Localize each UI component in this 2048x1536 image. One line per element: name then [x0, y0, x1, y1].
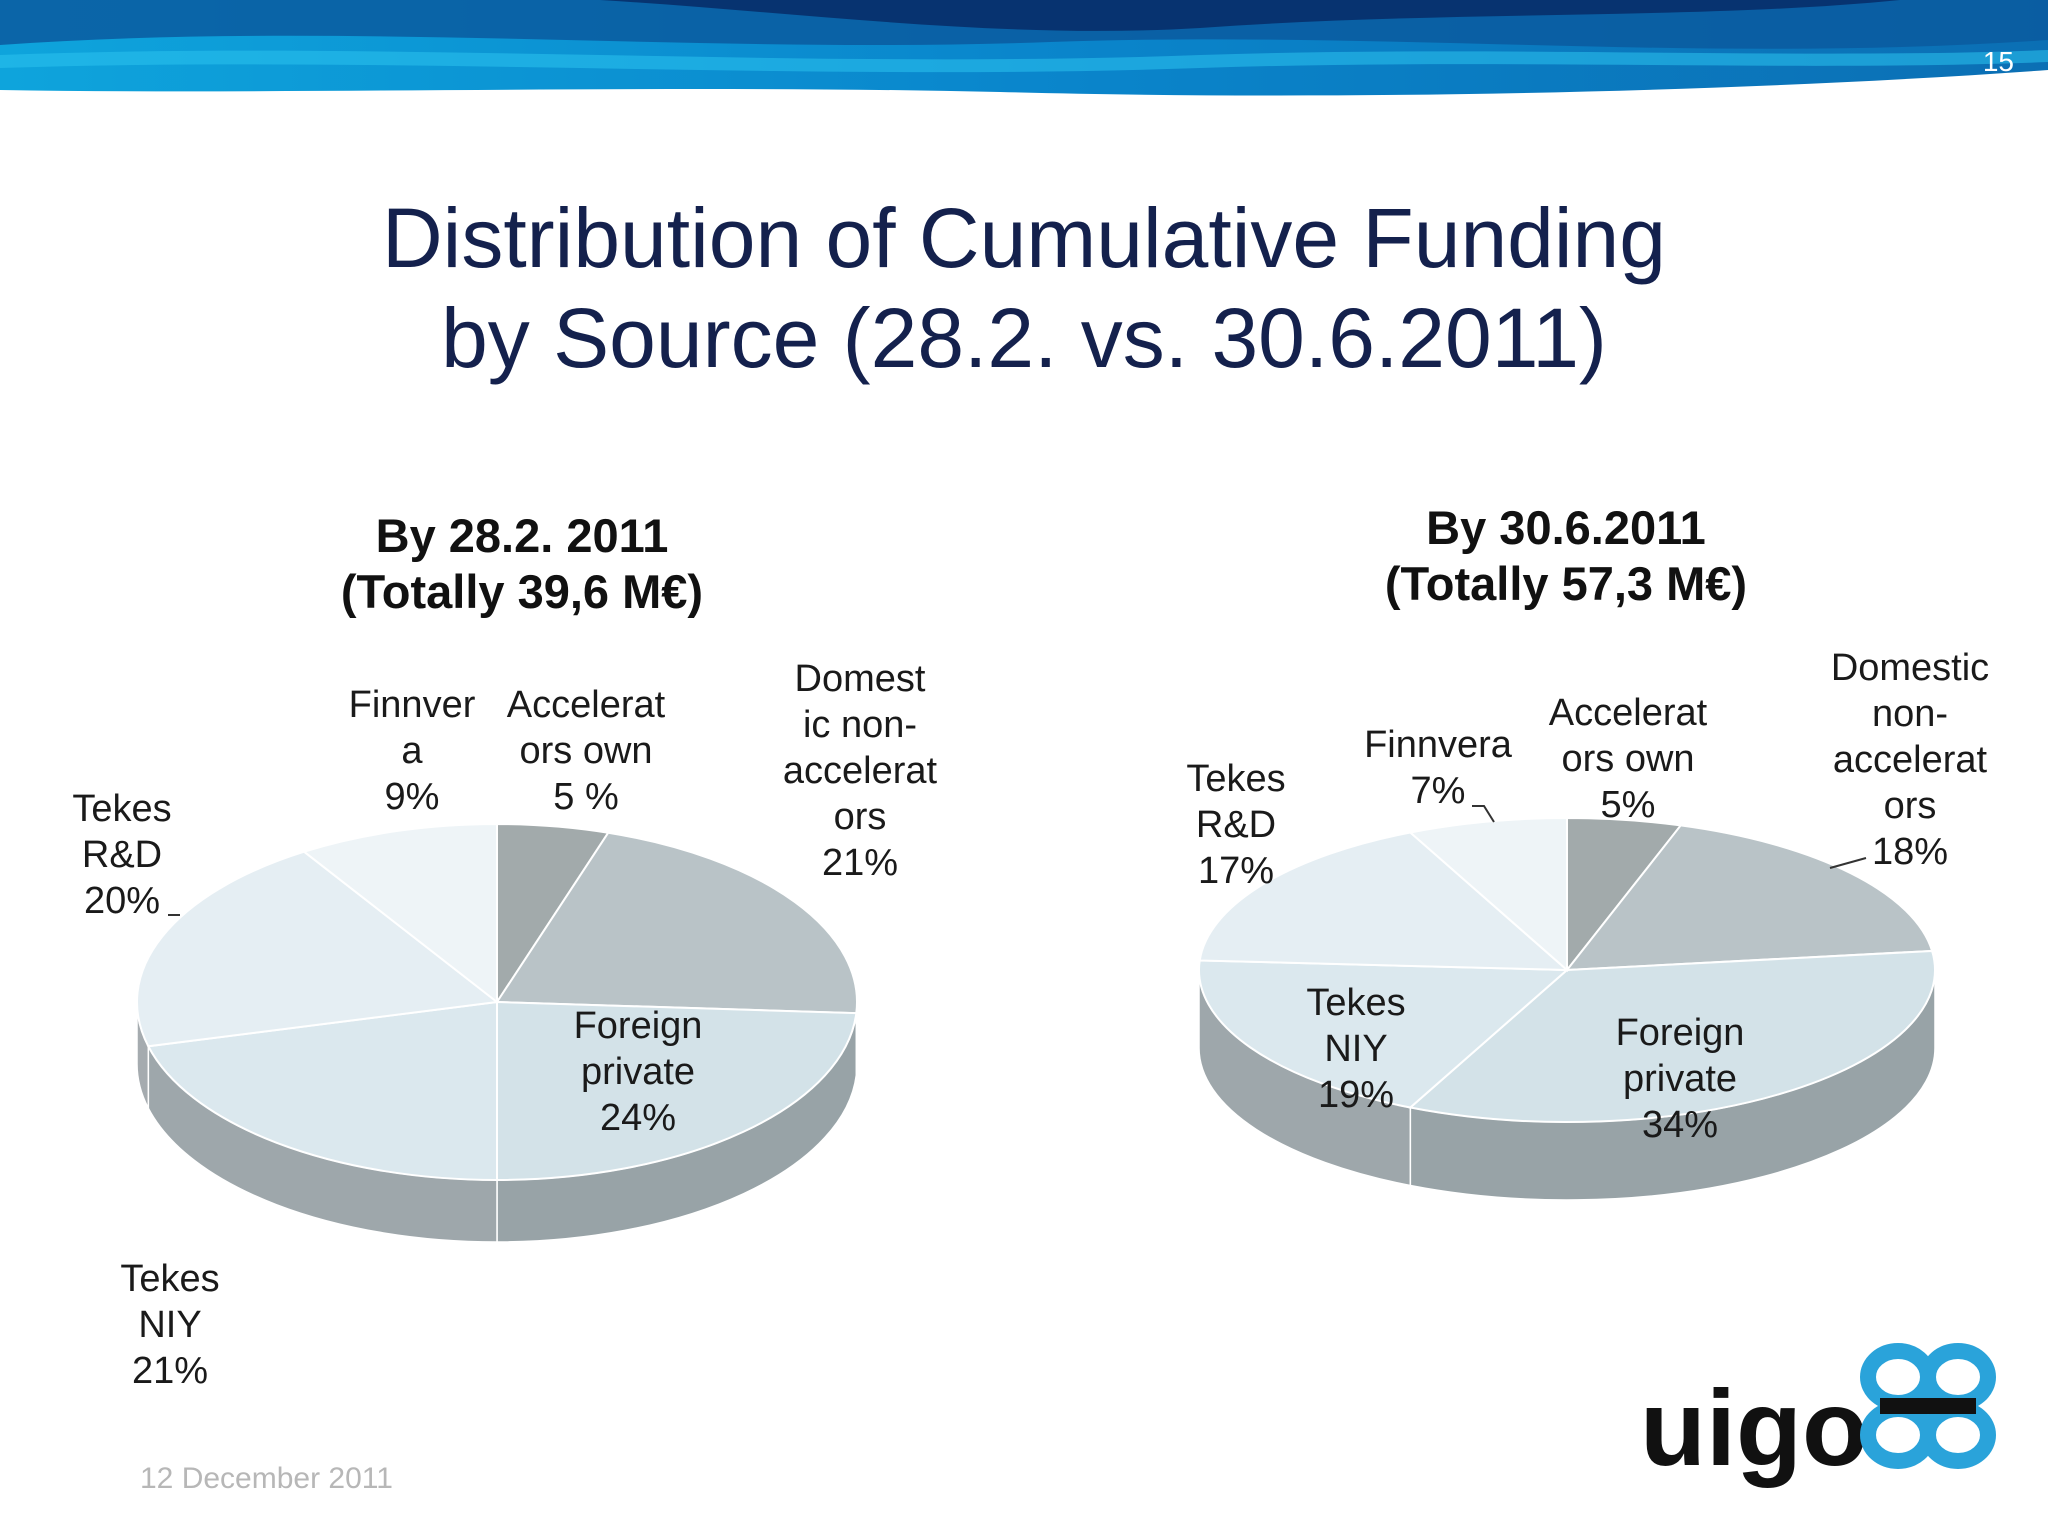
pie-label-line: Tekes: [120, 1258, 220, 1300]
pie-label-4: Tekes R&D 20%: [12, 786, 232, 924]
header-banner: [0, 0, 2048, 100]
pie-label-line: ors: [1883, 785, 1937, 827]
pie-label-line: Tekes: [1186, 758, 1286, 800]
leader-line: [1829, 857, 1867, 869]
pie-label-line: accelerat: [1832, 739, 1988, 781]
page-number: 15: [1982, 46, 2014, 77]
pie-slice-2: [496, 1000, 858, 1182]
pie-label-3: Tekes NIY 19%: [1246, 980, 1466, 1118]
pie-label-1: Domest ic non-accelerat ors 21%: [750, 656, 970, 886]
pie-label-line: ic non-: [802, 704, 918, 746]
pie-slice-3: [1198, 959, 1570, 1109]
pie-label-line: ors own: [1561, 738, 1695, 780]
pie-label-line: 34%: [1641, 1104, 1719, 1146]
pie-label-line: 5 %: [553, 776, 619, 818]
pie-slice-1: [1564, 824, 1934, 972]
pie-label-1: Domestic non-accelerat ors 18%: [1800, 645, 2020, 875]
pie-label-line: R&D: [1195, 804, 1277, 846]
pie-label-line: Finnvera: [1364, 724, 1512, 766]
pie-label-0: Accelerat ors own 5%: [1518, 690, 1738, 828]
pie-label-line: 7%: [1410, 770, 1466, 812]
pie-label-line: Foreign: [1615, 1012, 1745, 1054]
pie-slice-5: [301, 822, 498, 1005]
pie-label-line: private: [580, 1051, 696, 1093]
pie-label-line: Tekes: [72, 788, 172, 830]
pie-slice-5: [1408, 816, 1568, 973]
logo-text: uigo: [1640, 1367, 1868, 1488]
pie-label-line: Accelerat: [1548, 692, 1708, 734]
pie-label-line: 17%: [1197, 850, 1275, 892]
chart-1-subtitle: (Totally 39,6 M€): [340, 565, 704, 618]
pie-label-line: Domest: [794, 658, 926, 700]
pie-label-3: Tekes NIY 21%: [60, 1256, 280, 1394]
chart-1-title: By 28.2. 2011: [375, 509, 669, 562]
pie-label-line: 20%: [83, 880, 161, 922]
pie-label-line: 21%: [131, 1350, 209, 1392]
pie-label-line: Foreign: [573, 1005, 703, 1047]
pie-label-line: accelerat: [782, 750, 938, 792]
slide-title: Distribution of Cumulative Funding by So…: [0, 188, 2048, 388]
pie-label-line: ors own: [519, 730, 653, 772]
chart-1-heading: By 28.2. 2011 (Totally 39,6 M€): [322, 508, 722, 620]
leader-line: [1472, 805, 1495, 823]
pie-label-line: private: [1622, 1058, 1738, 1100]
pie-top-faces: [136, 822, 858, 1182]
pie-label-2: Foreign private 34%: [1570, 1010, 1790, 1148]
slide-title-line-1: Distribution of Cumulative Funding: [382, 191, 1666, 285]
pie-label-line: NIY: [1324, 1028, 1388, 1070]
vigo-logo-icon: uigo: [1640, 1343, 1996, 1488]
pie-label-line: 9%: [384, 776, 440, 818]
pie-label-2: Foreign private 24%: [528, 1003, 748, 1141]
pie-slice-3: [146, 1000, 498, 1182]
pie-slice-4: [136, 850, 500, 1048]
pie-label-line: 24%: [599, 1097, 677, 1139]
pie-label-line: 19%: [1317, 1074, 1395, 1116]
pie-label-0: Accelerat ors own 5 %: [476, 682, 696, 820]
pie-label-line: Domestic: [1830, 647, 1990, 689]
pie-top-faces: [1198, 816, 1936, 1123]
pie-label-line: NIY: [138, 1304, 202, 1346]
footer-date: 12 December 2011: [140, 1462, 393, 1495]
chart-2-subtitle: (Totally 57,3 M€): [1384, 557, 1748, 610]
pie-label-4: Tekes R&D 17%: [1126, 756, 1346, 894]
pie-label-line: Finnver: [348, 684, 476, 726]
chart-2-heading: By 30.6.2011 (Totally 57,3 M€): [1366, 500, 1766, 612]
pie-slice-1: [495, 831, 858, 1015]
pie-label-line: ors: [833, 796, 887, 838]
pie-label-5: Finnver a 9%: [302, 682, 522, 820]
pie-label-line: R&D: [81, 834, 163, 876]
pie-slice-4: [1198, 831, 1570, 972]
pie-label-line: Accelerat: [506, 684, 666, 726]
pie-label-line: Tekes: [1306, 982, 1406, 1024]
pie-label-line: a: [401, 730, 423, 772]
pie-label-line: 21%: [821, 842, 899, 884]
pie-label-5: Finnvera 7%: [1328, 722, 1548, 814]
chart-2-title: By 30.6.2011: [1426, 501, 1706, 554]
pie-label-line: 5%: [1600, 784, 1656, 826]
slide-title-line-2: by Source (28.2. vs. 30.6.2011): [441, 291, 1607, 385]
pie-label-line: non-: [1871, 693, 1949, 735]
pie-label-line: 18%: [1871, 831, 1949, 873]
